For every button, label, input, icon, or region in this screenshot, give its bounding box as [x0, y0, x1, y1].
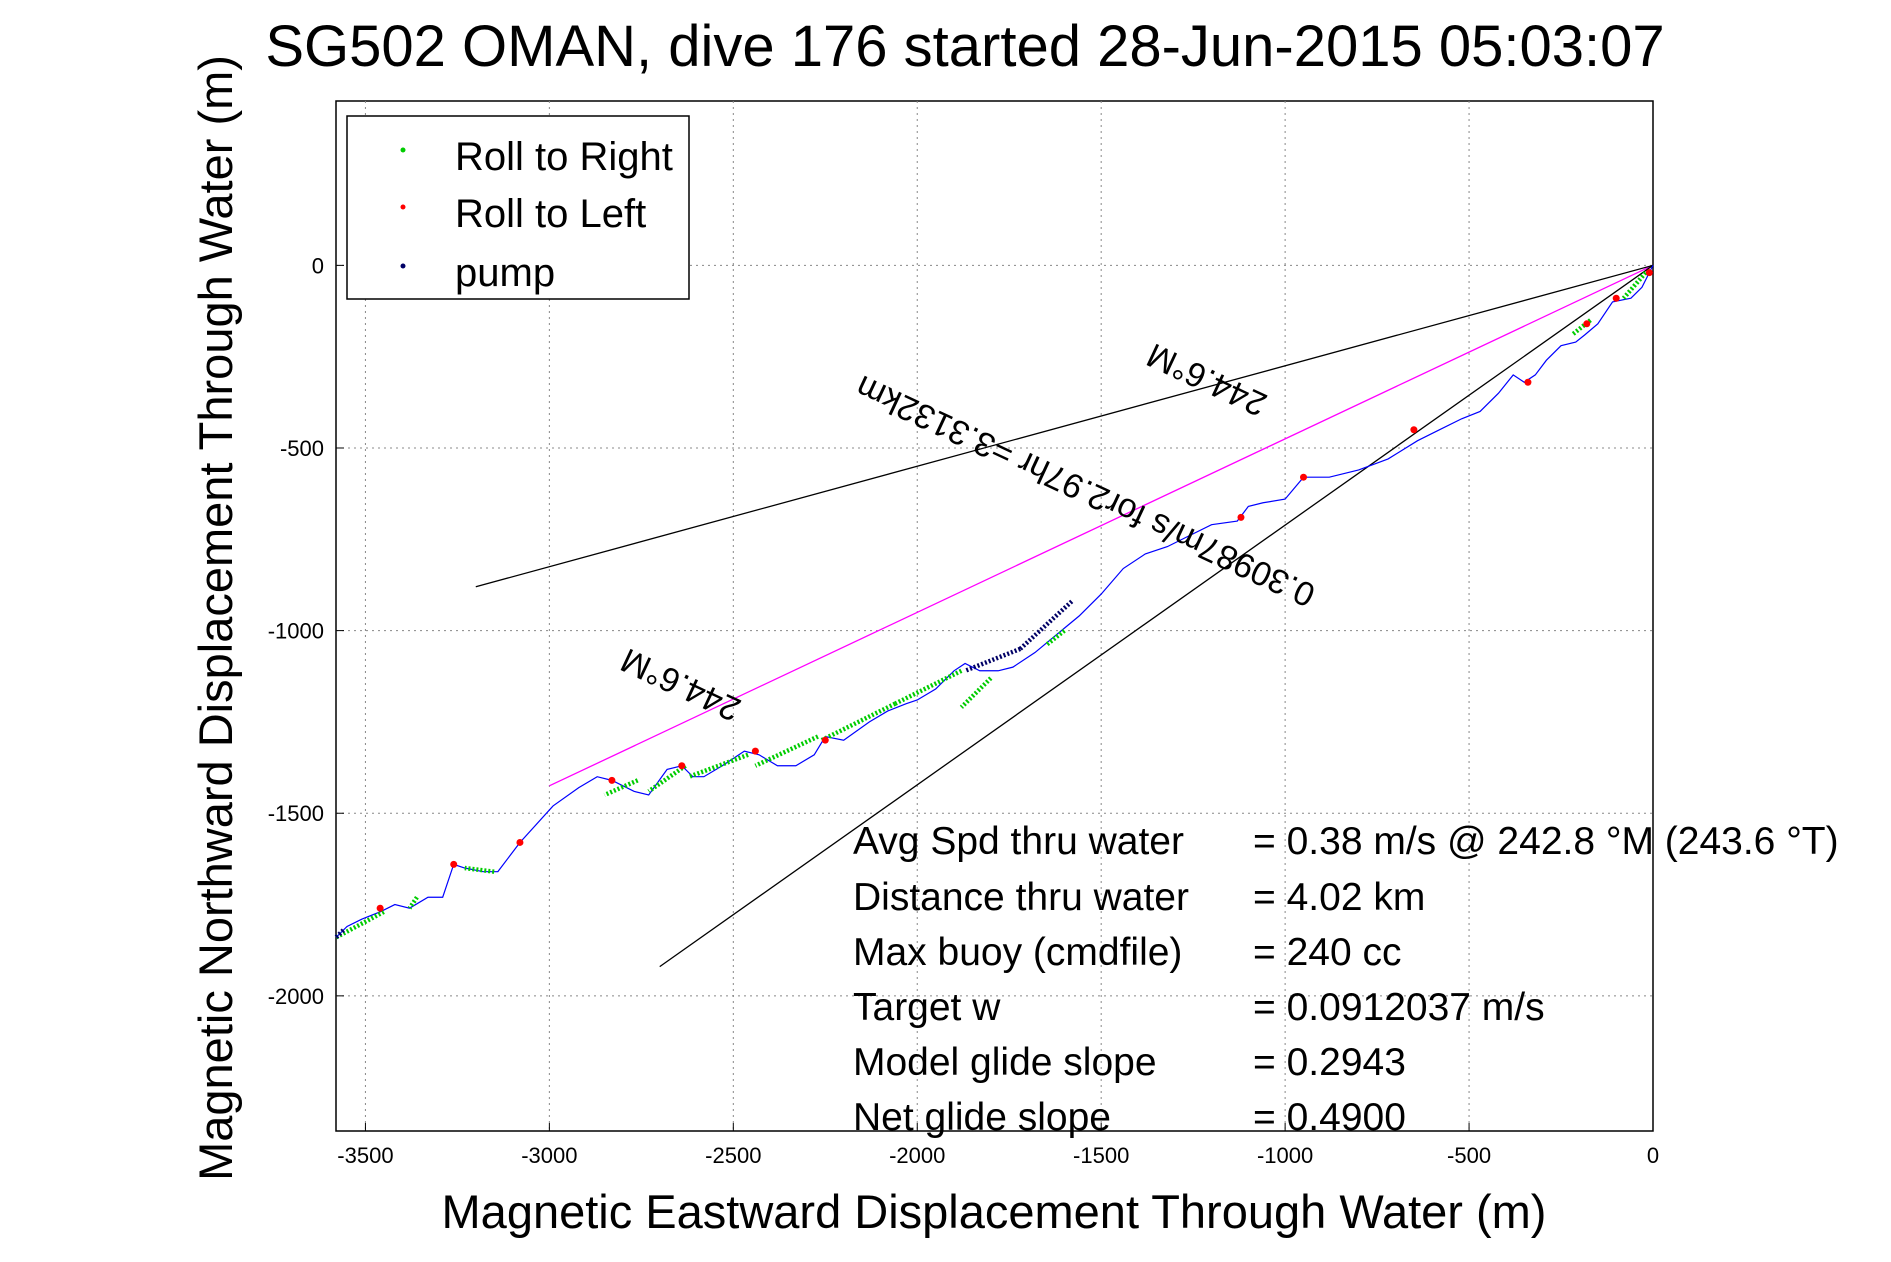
reference-line-bound-lower: [659, 264, 1654, 968]
roll-left-point: [678, 762, 686, 770]
stat-label-distance: Distance thru water: [853, 876, 1189, 919]
y-tick-label: -1500: [268, 801, 324, 826]
roll-right-segment: [820, 701, 897, 743]
roll-right-segment: [754, 734, 819, 768]
stat-value-target-w: = 0.0912037 m/s: [1253, 986, 1545, 1029]
legend-marker-roll-right: [400, 147, 406, 153]
roll-right-segment: [647, 763, 687, 794]
x-tick-label: -1500: [1073, 1143, 1129, 1168]
roll-left-point: [1524, 378, 1532, 386]
stat-value-net-glide: = 0.4900: [1253, 1096, 1406, 1139]
roll-left-point: [751, 747, 759, 755]
pump-segment: [964, 646, 1022, 673]
roll-left-point: [821, 736, 829, 744]
roll-right-segment: [959, 676, 993, 709]
x-tick-label: -3000: [521, 1143, 577, 1168]
roll-right-segment: [1621, 271, 1648, 300]
stat-value-avg-speed: = 0.38 m/s @ 242.8 °M (243.6 °T): [1253, 820, 1839, 863]
y-tick-label: -1000: [268, 619, 324, 644]
stats-block: Avg Spd thru water = 0.38 m/s @ 242.8 °M…: [853, 820, 1839, 1139]
roll-left-point: [1237, 513, 1245, 521]
roll-left-point: [376, 904, 384, 912]
y-tick-label: 0: [312, 253, 324, 278]
stat-label-net-glide: Net glide slope: [853, 1096, 1111, 1139]
x-tick-label: -2500: [705, 1143, 761, 1168]
y-axis-label: Magnetic Northward Displacement Through …: [189, 55, 242, 1181]
roll-left-point: [1645, 269, 1653, 277]
legend: Roll to Right Roll to Left pump: [346, 115, 690, 300]
y-tick-label: -2000: [268, 984, 324, 1009]
reference-line-bound-upper: [475, 264, 1654, 588]
stat-label-avg-speed: Avg Spd thru water: [853, 820, 1184, 863]
stat-value-model-glide: = 0.2943: [1253, 1041, 1406, 1084]
pump-segment: [334, 928, 345, 940]
legend-label-pump: pump: [455, 251, 555, 295]
reference-lines: [475, 264, 1654, 968]
stat-value-max-buoy: = 240 cc: [1253, 931, 1402, 974]
grid: [336, 101, 1654, 1131]
roll-left-point: [1612, 294, 1620, 302]
roll-right-segment: [334, 909, 385, 940]
stat-label-target-w: Target w: [853, 986, 1001, 1029]
x-tick-label: -2000: [889, 1143, 945, 1168]
roll-right-segment: [464, 865, 495, 874]
reference-line-heading: [549, 264, 1654, 787]
x-tick-label: -500: [1447, 1143, 1491, 1168]
x-tick-label: 0: [1647, 1143, 1659, 1168]
stat-value-distance: = 4.02 km: [1253, 876, 1425, 919]
roll-left-point: [1300, 473, 1308, 481]
legend-label-roll-left: Roll to Left: [455, 192, 646, 236]
stat-label-model-glide: Model glide slope: [853, 1041, 1157, 1084]
roll-left-point: [450, 860, 458, 868]
y-tick-label: -500: [280, 436, 324, 461]
roll-left-point: [1410, 426, 1418, 434]
marker-layer: [334, 269, 1653, 940]
roll-right-segment: [688, 752, 749, 779]
chart-title: SG502 OMAN, dive 176 started 28-Jun-2015…: [265, 14, 1664, 79]
roll-left-point: [608, 776, 616, 784]
track-layer: [335, 265, 1654, 938]
x-axis-label: Magnetic Eastward Displacement Through W…: [442, 1185, 1547, 1238]
tick-labels: -3500 -3000 -2500 -2000 -1500 -1000 -500 0 0 -500…: [268, 253, 1659, 1168]
x-tick-label: -1000: [1257, 1143, 1313, 1168]
legend-marker-pump: [400, 263, 406, 269]
roll-right-segment: [894, 668, 963, 706]
legend-marker-roll-left: [400, 204, 406, 210]
stat-label-max-buoy: Max buoy (cmdfile): [853, 931, 1182, 974]
series-track-line: [335, 265, 1654, 938]
x-tick-label: -3500: [337, 1143, 393, 1168]
roll-left-point: [1583, 320, 1591, 328]
roll-left-point: [516, 838, 524, 846]
legend-label-roll-right: Roll to Right: [455, 135, 673, 179]
